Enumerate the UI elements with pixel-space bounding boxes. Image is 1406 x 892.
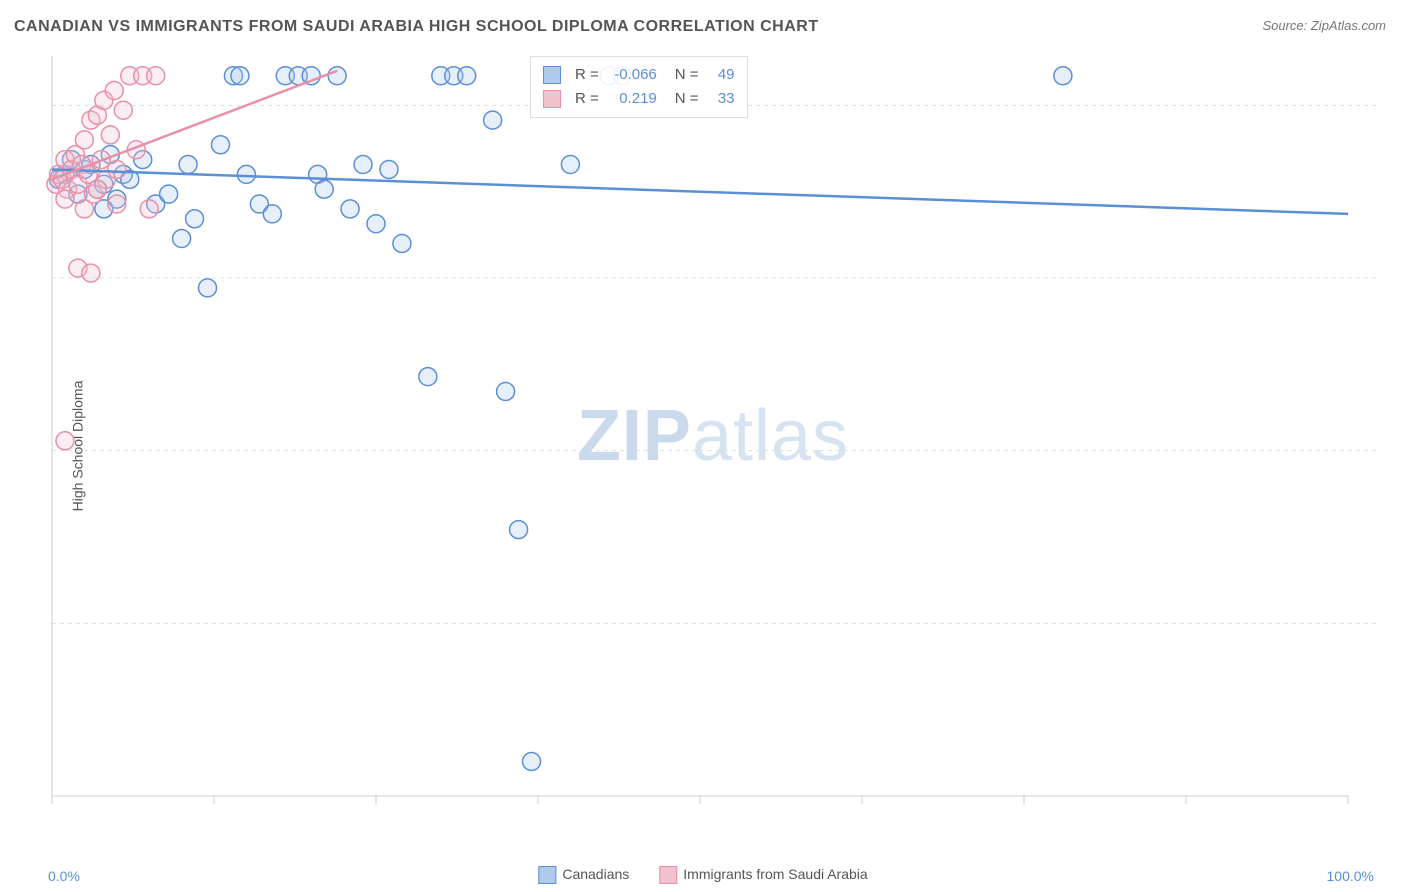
legend-label: Immigrants from Saudi Arabia xyxy=(683,866,867,882)
r-label: R = xyxy=(575,87,599,111)
legend-swatch-icon xyxy=(659,866,677,884)
n-value: 49 xyxy=(707,63,735,87)
bottom-legend: Canadians Immigrants from Saudi Arabia xyxy=(538,866,867,884)
n-value: 33 xyxy=(707,87,735,111)
correlation-row-canadians: R = -0.066 N = 49 xyxy=(543,63,735,87)
correlation-legend: R = -0.066 N = 49 R = 0.219 N = 33 xyxy=(530,56,748,118)
n-label: N = xyxy=(675,87,699,111)
legend-swatch-icon xyxy=(543,90,561,108)
r-label: R = xyxy=(575,63,599,87)
legend-swatch-icon xyxy=(538,866,556,884)
x-tick-label: 100.0% xyxy=(1327,868,1374,884)
scatter-chart xyxy=(48,46,1378,826)
chart-title: CANADIAN VS IMMIGRANTS FROM SAUDI ARABIA… xyxy=(14,18,819,36)
x-tick-label: 0.0% xyxy=(48,868,80,884)
chart-area: ZIPatlas xyxy=(48,46,1378,826)
n-label: N = xyxy=(675,63,699,87)
r-value: -0.066 xyxy=(607,63,657,87)
legend-item-canadians: Canadians xyxy=(538,866,629,884)
legend-item-saudi: Immigrants from Saudi Arabia xyxy=(659,866,867,884)
legend-label: Canadians xyxy=(562,866,629,882)
correlation-row-saudi: R = 0.219 N = 33 xyxy=(543,87,735,111)
legend-swatch-icon xyxy=(543,66,561,84)
r-value: 0.219 xyxy=(607,87,657,111)
source-attribution: Source: ZipAtlas.com xyxy=(1262,18,1386,33)
